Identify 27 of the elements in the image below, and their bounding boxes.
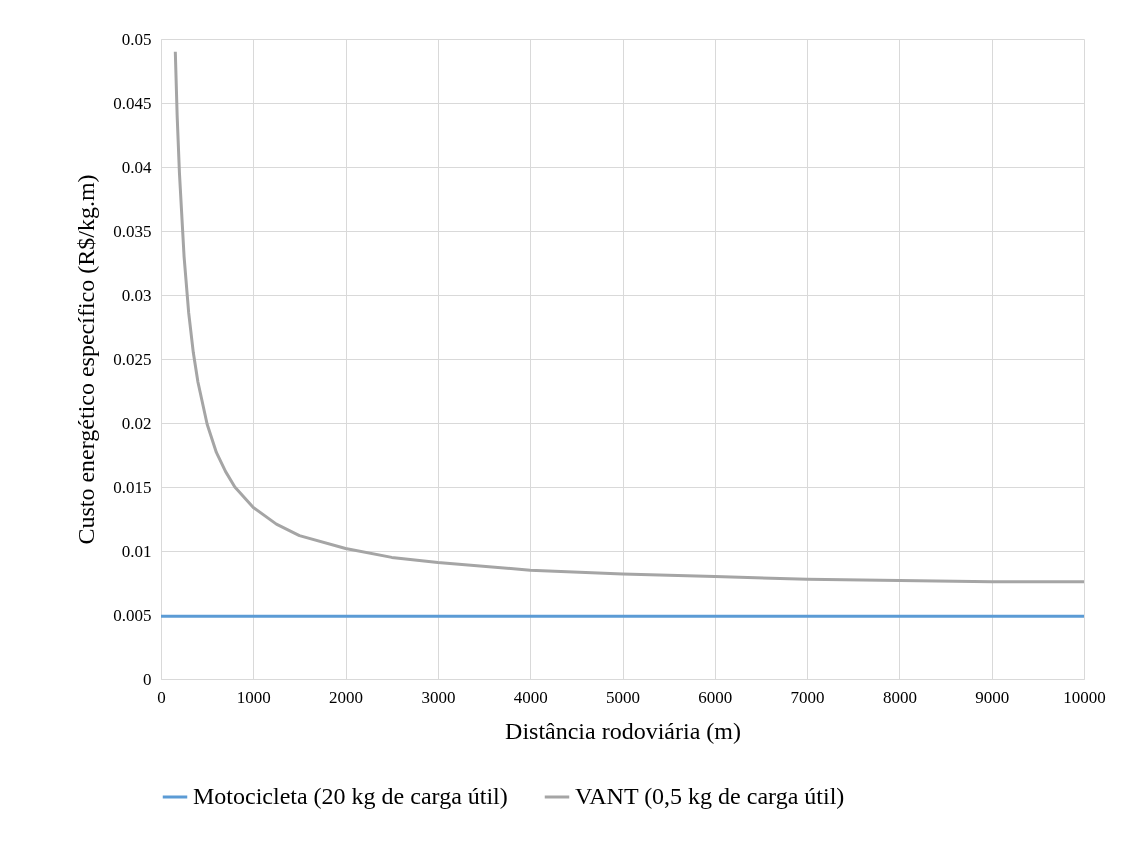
x-tick-label: 4000 — [513, 687, 548, 707]
x-tick-label: 2000 — [329, 687, 364, 707]
y-tick-label: 0.005 — [113, 605, 152, 625]
y-tick-label: 0.03 — [121, 285, 152, 305]
y-tick-label: 0.05 — [121, 29, 152, 49]
x-tick-label: 9000 — [975, 687, 1010, 707]
y-tick-label: 0.035 — [113, 221, 152, 241]
x-tick-label: 0 — [157, 687, 166, 707]
y-axis-title: Custo energético específico (R$/kg.m) — [73, 174, 100, 545]
y-tick-label: 0.04 — [121, 157, 152, 177]
x-tick-label: 10000 — [1063, 687, 1106, 707]
x-tick-label: 3000 — [421, 687, 456, 707]
legend-label: VANT (0,5 kg de carga útil) — [575, 783, 845, 809]
y-tick-label: 0 — [143, 669, 152, 689]
x-tick-label: 6000 — [698, 687, 733, 707]
x-tick-label: 7000 — [790, 687, 825, 707]
line-series — [173, 50, 1084, 584]
legend-label: Motocicleta (20 kg de carga útil) — [193, 783, 508, 809]
x-tick-label: 1000 — [236, 687, 271, 707]
y-tick-label: 0.045 — [113, 93, 152, 113]
y-tick-label: 0.01 — [121, 541, 152, 561]
y-tick-label: 0.025 — [113, 349, 152, 369]
x-tick-label: 5000 — [606, 687, 640, 707]
x-axis-title: Distância rodoviária (m) — [505, 717, 741, 744]
x-tick-label: 8000 — [882, 687, 917, 707]
y-tick-label: 0.015 — [113, 477, 152, 497]
y-tick-label: 0.02 — [121, 413, 152, 433]
